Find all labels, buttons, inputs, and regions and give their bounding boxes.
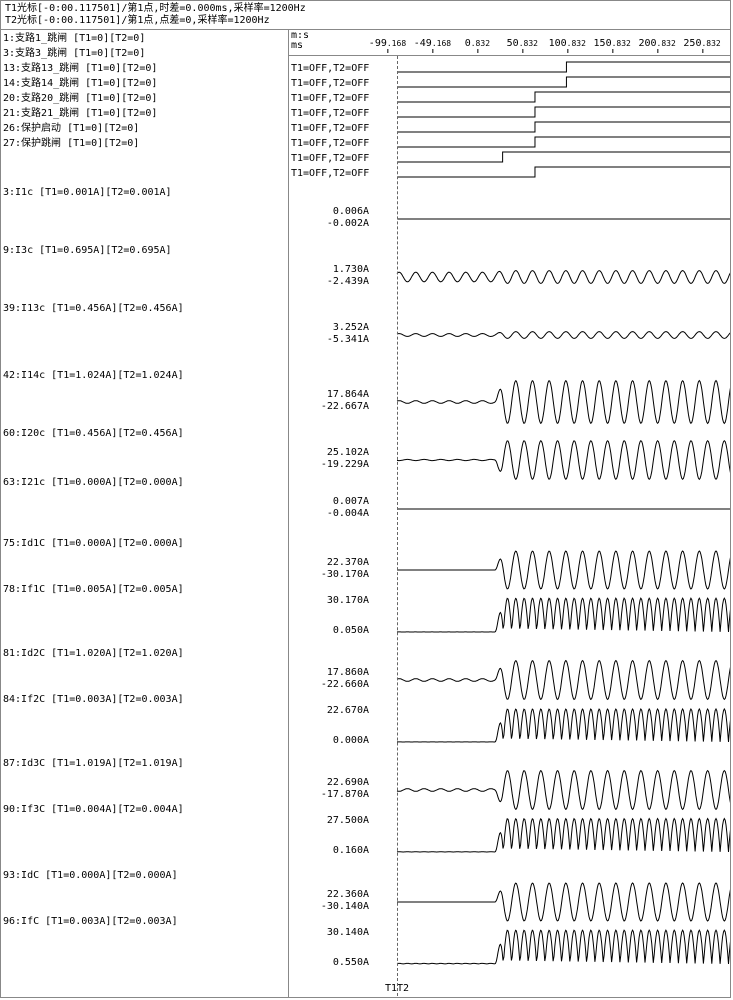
analog-channel-label: 81:Id2C [T1=1.020A][T2=1.020A] bbox=[3, 648, 184, 659]
digital-channel-label: 21:支路21_跳闸 [T1=0][T2=0] bbox=[3, 108, 157, 119]
digital-status-label: T1=OFF,T2=OFF bbox=[291, 108, 369, 119]
analog-min-label: -0.002A bbox=[291, 219, 369, 229]
axis-tick: 50.832 bbox=[507, 38, 538, 49]
channel-list-panel: 1:支路1_跳闸 [T1=0][T2=0] 3:支路3_跳闸 [T1=0][T2=… bbox=[1, 30, 289, 997]
digital-channel-label: 14:支路14_跳闸 [T1=0][T2=0] bbox=[3, 78, 157, 89]
axis-tick: 250.832 bbox=[683, 38, 720, 49]
waveform-viewer: T1光标[-0:00.117501]/第1点,时差=0.000ms,采样率=12… bbox=[0, 0, 731, 998]
axis-tick: -49.168 bbox=[414, 38, 451, 49]
digital-channel-label: 3:支路3_跳闸 [T1=0][T2=0] bbox=[3, 48, 145, 59]
digital-status-label: T1=OFF,T2=OFF bbox=[291, 93, 369, 104]
digital-channel-label: 20:支路20_跳闸 [T1=0][T2=0] bbox=[3, 93, 157, 104]
axis-tick: 100.832 bbox=[549, 38, 586, 49]
header-line-2: T2光标[-0:00.117501]/第1点,点差=0,采样率=1200Hz bbox=[5, 15, 726, 27]
analog-channel-label: 63:I21c [T1=0.000A][T2=0.000A] bbox=[3, 477, 184, 488]
axis-tick: 150.832 bbox=[594, 38, 631, 49]
analog-trace bbox=[371, 878, 730, 926]
plot-panel: m:s ms -99.168 -49.168 0.832 50.832 100.832 1… bbox=[289, 30, 730, 997]
analog-max-label: 25.102A bbox=[291, 448, 369, 458]
analog-max-label: 22.670A bbox=[291, 706, 369, 716]
digital-status-label: T1=OFF,T2=OFF bbox=[291, 78, 369, 89]
analog-channel-label: 3:I1c [T1=0.001A][T2=0.001A] bbox=[3, 187, 172, 198]
analog-max-label: 0.007A bbox=[291, 497, 369, 507]
analog-min-label: -30.170A bbox=[291, 570, 369, 580]
analog-trace bbox=[371, 546, 730, 594]
digital-channel-label: 27:保护跳闸 [T1=0][T2=0] bbox=[3, 138, 139, 149]
digital-trace bbox=[371, 149, 730, 164]
analog-min-label: -5.341A bbox=[291, 335, 369, 345]
digital-trace bbox=[371, 134, 730, 149]
main-area: 1:支路1_跳闸 [T1=0][T2=0] 3:支路3_跳闸 [T1=0][T2=… bbox=[1, 30, 730, 997]
analog-channel-label: 75:Id1C [T1=0.000A][T2=0.000A] bbox=[3, 538, 184, 549]
analog-trace bbox=[371, 766, 730, 814]
analog-trace bbox=[371, 320, 730, 350]
analog-trace bbox=[371, 656, 730, 704]
analog-max-label: 3.252A bbox=[291, 323, 369, 333]
digital-status-label: T1=OFF,T2=OFF bbox=[291, 153, 369, 164]
digital-channel-label: 1:支路1_跳闸 [T1=0][T2=0] bbox=[3, 33, 145, 44]
analog-max-label: 1.730A bbox=[291, 265, 369, 275]
digital-status-label: T1=OFF,T2=OFF bbox=[291, 123, 369, 134]
header: T1光标[-0:00.117501]/第1点,时差=0.000ms,采样率=12… bbox=[1, 1, 730, 30]
analog-trace bbox=[371, 204, 730, 234]
analog-min-label: -2.439A bbox=[291, 277, 369, 287]
analog-max-label: 30.140A bbox=[291, 928, 369, 938]
digital-trace bbox=[371, 59, 730, 74]
analog-trace bbox=[371, 378, 730, 426]
header-line-1: T1光标[-0:00.117501]/第1点,时差=0.000ms,采样率=12… bbox=[5, 3, 726, 15]
digital-trace bbox=[371, 89, 730, 104]
analog-min-label: -17.870A bbox=[291, 790, 369, 800]
analog-trace bbox=[371, 494, 730, 524]
analog-channel-label: 90:If3C [T1=0.004A][T2=0.004A] bbox=[3, 804, 184, 815]
analog-channel-label: 87:Id3C [T1=1.019A][T2=1.019A] bbox=[3, 758, 184, 769]
analog-channel-label: 9:I3c [T1=0.695A][T2=0.695A] bbox=[3, 245, 172, 256]
time-axis: m:s ms -99.168 -49.168 0.832 50.832 100.832 1… bbox=[289, 30, 730, 56]
digital-status-label: T1=OFF,T2=OFF bbox=[291, 138, 369, 149]
digital-trace bbox=[371, 74, 730, 89]
analog-min-label: -30.140A bbox=[291, 902, 369, 912]
analog-channel-label: 78:If1C [T1=0.005A][T2=0.005A] bbox=[3, 584, 184, 595]
analog-min-label: -22.660A bbox=[291, 680, 369, 690]
analog-max-label: 17.864A bbox=[291, 390, 369, 400]
analog-max-label: 27.500A bbox=[291, 816, 369, 826]
digital-channel-label: 26:保护启动 [T1=0][T2=0] bbox=[3, 123, 139, 134]
analog-channel-label: 42:I14c [T1=1.024A][T2=1.024A] bbox=[3, 370, 184, 381]
axis-tick: 0.832 bbox=[465, 38, 490, 49]
analog-trace bbox=[371, 706, 730, 746]
analog-trace bbox=[371, 816, 730, 856]
analog-trace bbox=[371, 436, 730, 484]
digital-channel-label: 13:支路13_跳闸 [T1=0][T2=0] bbox=[3, 63, 157, 74]
analog-max-label: 22.370A bbox=[291, 558, 369, 568]
analog-max-label: 0.006A bbox=[291, 207, 369, 217]
digital-trace bbox=[371, 164, 730, 179]
analog-min-label: 0.550A bbox=[291, 958, 369, 968]
analog-max-label: 22.690A bbox=[291, 778, 369, 788]
analog-channel-label: 39:I13c [T1=0.456A][T2=0.456A] bbox=[3, 303, 184, 314]
analog-max-label: 30.170A bbox=[291, 596, 369, 606]
analog-trace bbox=[371, 928, 730, 968]
analog-min-label: -19.229A bbox=[291, 460, 369, 470]
analog-max-label: 22.360A bbox=[291, 890, 369, 900]
axis-tick: 200.832 bbox=[638, 38, 675, 49]
axis-unit: m:s ms bbox=[291, 31, 309, 51]
analog-channel-label: 96:IfC [T1=0.003A][T2=0.003A] bbox=[3, 916, 178, 927]
analog-min-label: 0.000A bbox=[291, 736, 369, 746]
analog-min-label: 0.160A bbox=[291, 846, 369, 856]
analog-channel-label: 93:IdC [T1=0.000A][T2=0.000A] bbox=[3, 870, 178, 881]
digital-trace bbox=[371, 104, 730, 119]
analog-trace bbox=[371, 262, 730, 292]
analog-min-label: -22.667A bbox=[291, 402, 369, 412]
analog-max-label: 17.860A bbox=[291, 668, 369, 678]
digital-status-label: T1=OFF,T2=OFF bbox=[291, 63, 369, 74]
analog-channel-label: 60:I20c [T1=0.456A][T2=0.456A] bbox=[3, 428, 184, 439]
analog-min-label: 0.050A bbox=[291, 626, 369, 636]
cursor-t1t2[interactable] bbox=[397, 56, 398, 996]
digital-status-label: T1=OFF,T2=OFF bbox=[291, 168, 369, 179]
plot-area[interactable]: T1=OFF,T2=OFF T1=OFF,T2=OFF T1=OFF,T2=OFF T… bbox=[289, 56, 730, 996]
digital-trace bbox=[371, 119, 730, 134]
analog-min-label: -0.004A bbox=[291, 509, 369, 519]
analog-trace bbox=[371, 596, 730, 636]
analog-channel-label: 84:If2C [T1=0.003A][T2=0.003A] bbox=[3, 694, 184, 705]
axis-tick: -99.168 bbox=[369, 38, 406, 49]
